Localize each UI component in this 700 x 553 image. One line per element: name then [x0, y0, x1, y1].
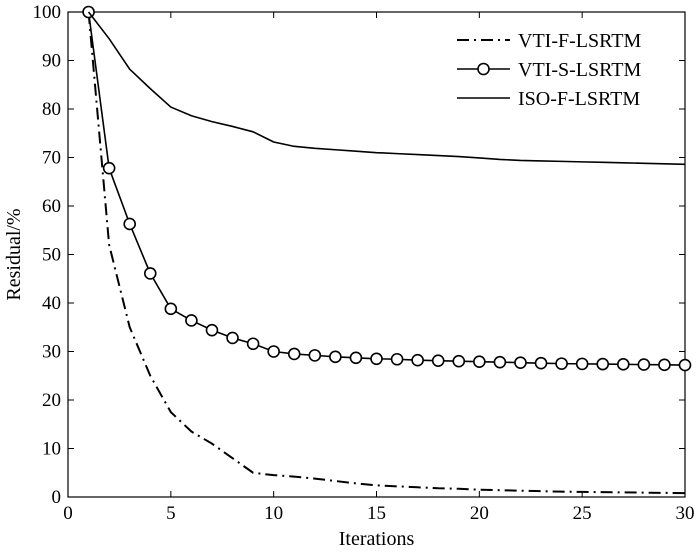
x-tick-label: 20	[470, 503, 489, 524]
data-point-vti-s-lsrtm	[226, 331, 239, 345]
data-point-vti-s-lsrtm	[431, 354, 445, 368]
x-tick-label: 5	[166, 503, 176, 524]
legend: VTI-F-LSRTM VTI-S-LSRTM ISO-F-LSRTM	[457, 30, 641, 110]
ticks-layer: 0 5 10 15 20 25 30 0 10 20 30 40 50 60 70 80 90 100	[33, 2, 695, 524]
data-point-vti-s-lsrtm	[370, 352, 383, 366]
data-point-vti-s-lsrtm	[102, 161, 116, 175]
y-tick-label: 80	[42, 99, 61, 120]
data-point-vti-s-lsrtm	[637, 358, 651, 371]
y-tick-label: 0	[52, 487, 62, 508]
y-tick-label: 100	[33, 2, 62, 23]
data-point-vti-s-lsrtm	[185, 314, 198, 327]
data-point-vti-s-lsrtm	[287, 347, 301, 361]
legend-marker-vti-s-lsrtm	[477, 62, 490, 76]
data-point-vti-s-lsrtm	[452, 354, 466, 368]
x-tick-label: 30	[676, 503, 695, 524]
data-point-vti-s-lsrtm	[616, 358, 630, 371]
legend-label-vti-f-lsrtm: VTI-F-LSRTM	[518, 30, 641, 52]
series-layer	[82, 5, 692, 495]
y-tick-label: 50	[42, 245, 61, 266]
data-point-vti-s-lsrtm	[390, 352, 404, 366]
y-tick-label: 30	[42, 342, 61, 363]
data-point-vti-s-lsrtm	[205, 323, 219, 337]
series-line-iso-f-lsrtm	[87, 11, 686, 166]
data-point-vti-s-lsrtm	[596, 357, 610, 371]
data-point-vti-s-lsrtm	[555, 357, 568, 370]
y-tick-label: 10	[42, 439, 61, 460]
data-point-vti-s-lsrtm	[329, 350, 342, 364]
legend-label-vti-s-lsrtm: VTI-S-LSRTM	[518, 59, 641, 81]
data-point-vti-s-lsrtm	[473, 355, 486, 368]
data-point-vti-s-lsrtm	[164, 302, 178, 316]
x-tick-label: 0	[63, 503, 73, 524]
data-point-vti-s-lsrtm	[493, 355, 507, 369]
data-point-vti-s-lsrtm	[246, 337, 260, 351]
data-point-vti-s-lsrtm	[349, 351, 363, 365]
x-tick-label: 25	[573, 503, 592, 524]
data-point-vti-s-lsrtm	[308, 349, 322, 362]
y-tick-label: 60	[42, 196, 61, 217]
data-point-vti-s-lsrtm	[411, 353, 424, 367]
x-tick-label: 10	[264, 503, 283, 524]
data-point-vti-s-lsrtm	[143, 267, 157, 280]
y-tick-label: 20	[42, 390, 61, 411]
data-point-vti-s-lsrtm	[267, 345, 280, 358]
data-point-vti-s-lsrtm	[514, 356, 527, 369]
data-point-vti-s-lsrtm	[678, 358, 692, 372]
y-tick-label: 70	[42, 148, 61, 169]
y-tick-label: 40	[42, 293, 61, 314]
data-point-vti-s-lsrtm	[534, 356, 548, 370]
series-line-vti-f-lsrtm	[87, 11, 686, 495]
data-point-vti-s-lsrtm	[658, 358, 671, 372]
y-tick-label: 90	[42, 51, 61, 72]
x-axis-label: Iterations	[339, 528, 415, 550]
data-point-vti-s-lsrtm	[123, 217, 136, 231]
data-point-vti-s-lsrtm	[575, 357, 589, 371]
legend-label-iso-f-lsrtm: ISO-F-LSRTM	[518, 88, 640, 110]
x-tick-label: 15	[367, 503, 386, 524]
y-axis-label: Residual/%	[3, 208, 25, 300]
